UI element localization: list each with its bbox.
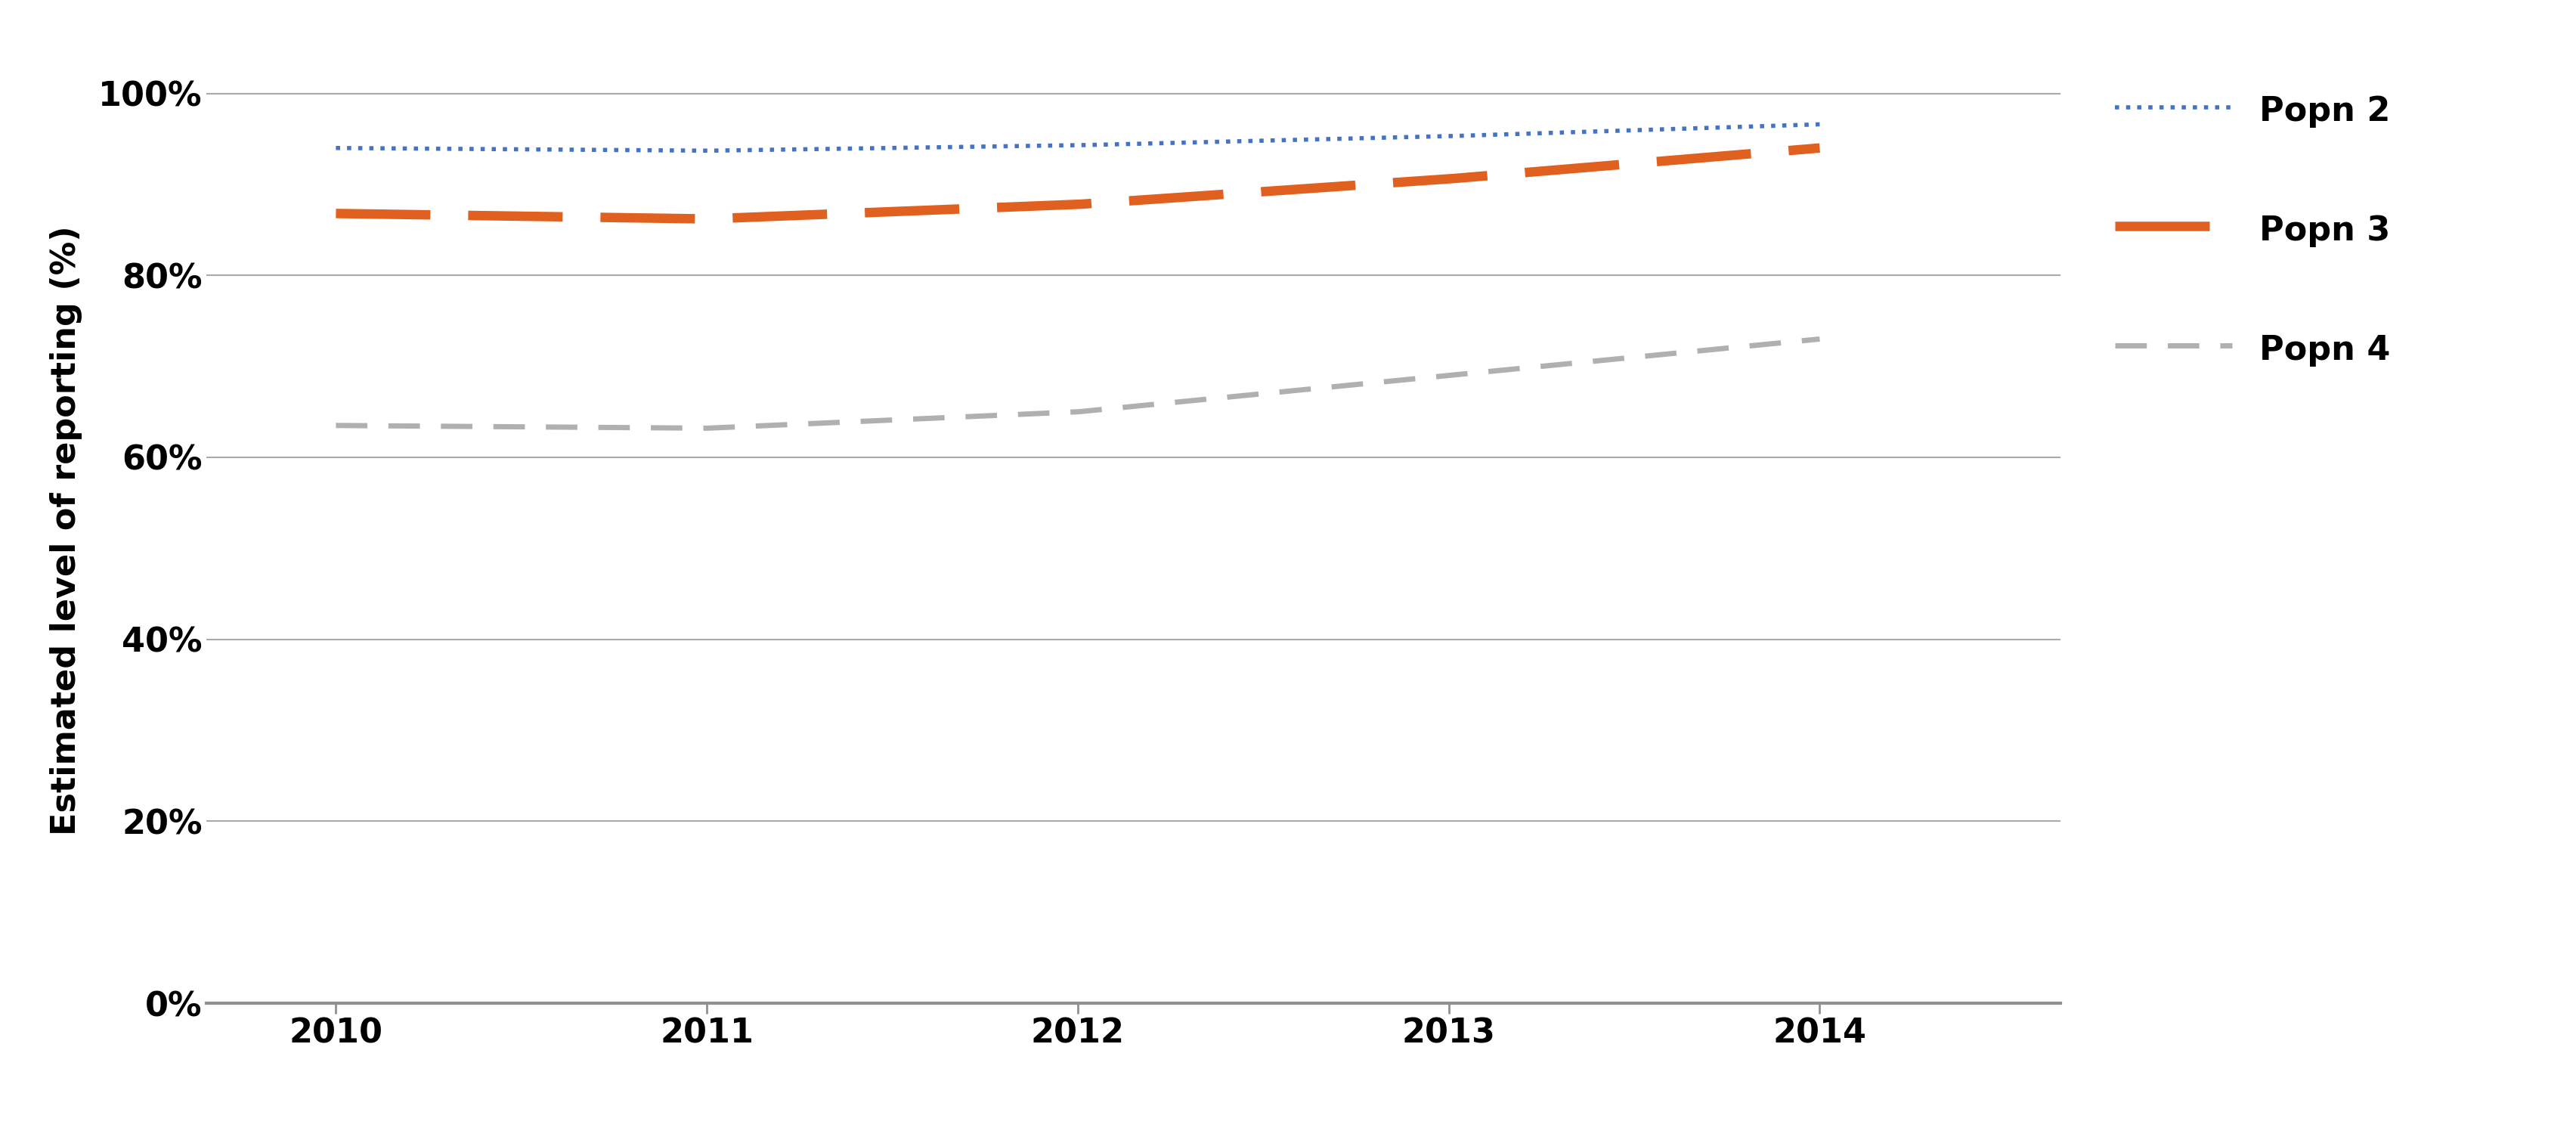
Popn 4 bbox=[690, 422, 721, 435]
Popn 4 bbox=[1600, 352, 1631, 366]
Popn 4 bbox=[412, 420, 443, 433]
Popn 4 bbox=[1224, 389, 1255, 402]
Popn 3 bbox=[412, 207, 443, 221]
Popn 2 bbox=[319, 141, 350, 155]
Popn 3 bbox=[1448, 171, 1479, 185]
Y-axis label: Estimated level of reporting (%): Estimated level of reporting (%) bbox=[49, 226, 82, 834]
Popn 4 bbox=[319, 418, 350, 432]
Popn 3 bbox=[1803, 141, 1834, 155]
Legend: Popn 2, Popn 3, Popn 4: Popn 2, Popn 3, Popn 4 bbox=[2115, 92, 2391, 367]
Line: Popn 2: Popn 2 bbox=[335, 124, 1819, 150]
Popn 4 bbox=[1185, 393, 1216, 407]
Popn 2 bbox=[1600, 124, 1631, 138]
Popn 2 bbox=[693, 144, 724, 157]
Popn 3 bbox=[1267, 184, 1298, 197]
Popn 4 bbox=[1803, 332, 1834, 345]
Popn 2 bbox=[1448, 129, 1479, 142]
Popn 2 bbox=[1224, 135, 1255, 148]
Line: Popn 4: Popn 4 bbox=[335, 339, 1819, 429]
Popn 3 bbox=[1224, 187, 1255, 201]
Popn 4 bbox=[1267, 385, 1298, 399]
Popn 2 bbox=[1803, 117, 1834, 131]
Popn 3 bbox=[1600, 158, 1631, 172]
Popn 2 bbox=[1267, 133, 1298, 147]
Popn 2 bbox=[412, 141, 443, 155]
Popn 3 bbox=[693, 212, 724, 226]
Line: Popn 3: Popn 3 bbox=[335, 148, 1819, 219]
Popn 2 bbox=[1185, 136, 1216, 149]
Popn 3 bbox=[319, 206, 350, 220]
Popn 4 bbox=[1448, 367, 1479, 381]
Popn 3 bbox=[1185, 189, 1216, 203]
